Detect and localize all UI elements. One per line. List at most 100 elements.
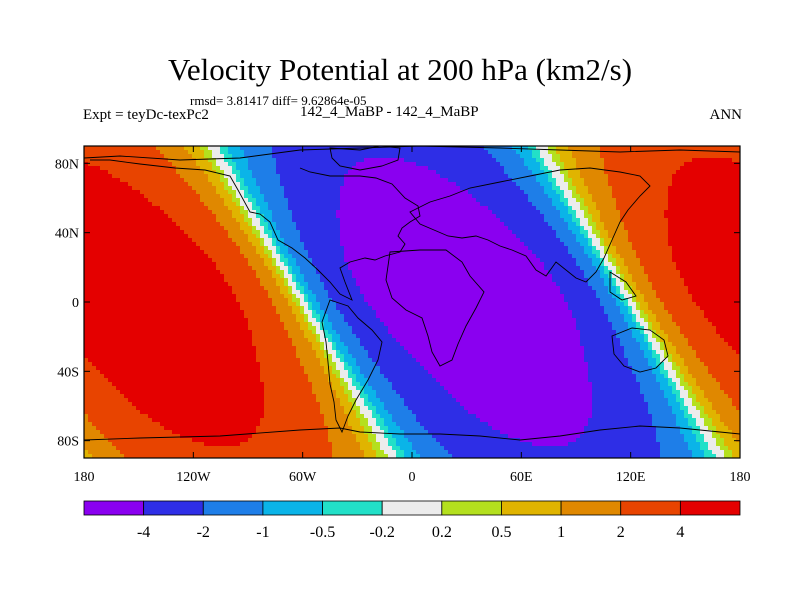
field-cell <box>624 238 629 243</box>
field-cell <box>388 186 393 191</box>
field-cell <box>320 194 325 199</box>
field-cell <box>224 198 229 203</box>
field-cell <box>488 222 493 227</box>
field-cell <box>152 234 157 239</box>
field-cell <box>252 234 257 239</box>
field-cell <box>172 202 177 207</box>
field-cell <box>352 262 357 267</box>
field-cell <box>180 254 185 259</box>
field-cell <box>660 210 665 215</box>
field-cell <box>724 182 729 187</box>
field-cell <box>564 166 569 171</box>
field-cell <box>112 230 117 235</box>
field-cell <box>656 170 661 175</box>
field-cell <box>660 170 665 175</box>
field-cell <box>284 162 289 167</box>
field-cell <box>280 222 285 227</box>
field-cell <box>564 186 569 191</box>
field-cell <box>368 182 373 187</box>
field-cell <box>228 194 233 199</box>
field-cell <box>500 198 505 203</box>
field-cell <box>268 206 273 211</box>
field-cell <box>612 178 617 183</box>
field-cell <box>656 238 661 243</box>
field-cell <box>560 222 565 227</box>
field-cell <box>540 198 545 203</box>
field-cell <box>536 242 541 247</box>
field-cell <box>228 170 233 175</box>
field-cell <box>620 162 625 167</box>
field-cell <box>360 194 365 199</box>
field-cell <box>512 222 517 227</box>
field-cell <box>184 202 189 207</box>
field-cell <box>556 206 561 211</box>
field-cell <box>296 174 301 179</box>
field-cell <box>440 146 445 151</box>
field-cell <box>600 234 605 239</box>
field-cell <box>356 186 361 191</box>
field-cell <box>192 222 197 227</box>
field-cell <box>316 162 321 167</box>
field-cell <box>448 186 453 191</box>
field-cell <box>696 162 701 167</box>
field-cell <box>564 202 569 207</box>
field-cell <box>628 182 633 187</box>
field-cell <box>344 222 349 227</box>
field-cell <box>228 190 233 195</box>
field-cell <box>576 250 581 255</box>
field-cell <box>256 190 261 195</box>
field-cell <box>728 206 733 211</box>
field-cell <box>508 190 513 195</box>
field-cell <box>736 198 741 203</box>
field-cell <box>560 218 565 223</box>
field-cell <box>516 170 521 175</box>
field-cell <box>304 158 309 163</box>
field-cell <box>716 246 721 251</box>
field-cell <box>464 190 469 195</box>
field-cell <box>580 262 585 267</box>
field-cell <box>504 258 509 263</box>
field-cell <box>268 194 273 199</box>
field-cell <box>440 230 445 235</box>
field-cell <box>220 254 225 259</box>
field-cell <box>324 246 329 251</box>
field-cell <box>88 238 93 243</box>
field-cell <box>300 250 305 255</box>
field-cell <box>544 222 549 227</box>
field-cell <box>484 210 489 215</box>
field-cell <box>684 174 689 179</box>
field-cell <box>360 266 365 271</box>
field-cell <box>712 242 717 247</box>
field-cell <box>236 182 241 187</box>
field-cell <box>292 182 297 187</box>
field-cell <box>112 214 117 219</box>
field-cell <box>624 150 629 155</box>
field-cell <box>676 218 681 223</box>
field-cell <box>396 262 401 267</box>
field-cell <box>464 214 469 219</box>
field-cell <box>592 218 597 223</box>
field-cell <box>720 162 725 167</box>
field-cell <box>308 178 313 183</box>
field-cell <box>308 154 313 159</box>
field-cell <box>604 158 609 163</box>
field-cell <box>660 150 665 155</box>
field-cell <box>416 158 421 163</box>
field-cell <box>476 250 481 255</box>
field-cell <box>704 182 709 187</box>
field-cell <box>124 218 129 223</box>
field-cell <box>444 206 449 211</box>
field-cell <box>716 210 721 215</box>
field-cell <box>692 206 697 211</box>
field-cell <box>344 202 349 207</box>
field-cell <box>416 190 421 195</box>
field-cell <box>540 254 545 259</box>
field-cell <box>112 238 117 243</box>
field-cell <box>132 158 137 163</box>
field-cell <box>236 238 241 243</box>
field-cell <box>700 246 705 251</box>
field-cell <box>228 206 233 211</box>
field-cell <box>360 222 365 227</box>
field-cell <box>444 146 449 151</box>
field-cell <box>540 222 545 227</box>
